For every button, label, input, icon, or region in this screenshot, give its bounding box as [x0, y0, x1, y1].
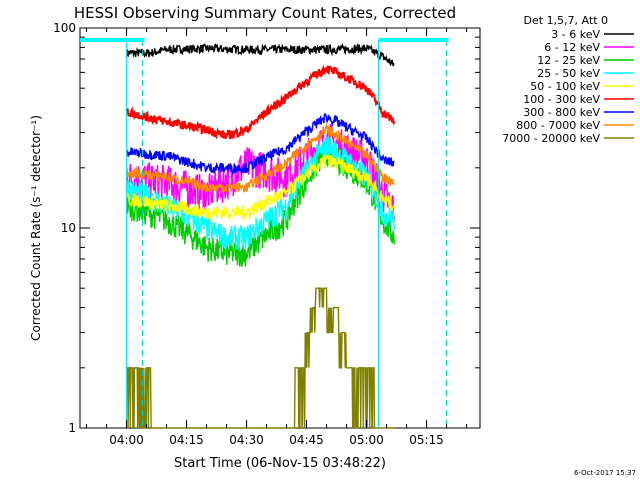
y-tick-label-2: 100: [53, 21, 76, 35]
x-tick-label-0: 04:00: [109, 433, 144, 447]
time-markers: [80, 38, 449, 428]
legend-title: Det 1,5,7, Att 0: [524, 14, 608, 27]
legend-label-2: 12 - 25 keV: [537, 54, 600, 67]
x-tick-label-2: 04:30: [229, 433, 264, 447]
y-tick-label-1: 10: [61, 221, 76, 235]
legend-label-0: 3 - 6 keV: [551, 28, 600, 41]
x-tick-label-4: 05:00: [349, 433, 384, 447]
axes: 04:00 04:15 04:30 04:45 05:00 05:15 1 10 100: [53, 21, 480, 447]
chart-title: HESSI Observing Summary Count Rates, Cor…: [74, 4, 456, 22]
legend-label-7: 800 - 7000 keV: [516, 119, 600, 132]
legend-label-6: 300 - 800 keV: [523, 106, 600, 119]
y-tick-label-0: 1: [68, 421, 76, 435]
legend-label-5: 100 - 300 keV: [523, 93, 600, 106]
x-tick-label-1: 04:15: [169, 433, 204, 447]
series-layer: [125, 42, 396, 429]
series-line-7: [126, 122, 395, 194]
series-line-6: [125, 112, 395, 176]
series-line-4: [125, 153, 395, 223]
x-tick-label-5: 05:15: [409, 433, 444, 447]
x-axis-label: Start Time (06-Nov-15 03:48:22): [174, 456, 386, 471]
series-line-8: [126, 287, 395, 429]
x-tick-label-3: 04:45: [289, 433, 324, 447]
series-line-0: [125, 42, 395, 67]
legend-label-4: 50 - 100 keV: [530, 80, 600, 93]
legend-label-1: 6 - 12 keV: [544, 41, 600, 54]
legend-label-3: 25 - 50 keV: [537, 67, 600, 80]
y-axis-label: Corrected Count Rate (s⁻¹ detector⁻¹): [29, 115, 43, 341]
legend-label-8: 7000 - 20000 keV: [502, 132, 600, 145]
timestamp: 6-Oct-2017 15:37: [574, 469, 636, 477]
series-line-5: [125, 64, 396, 140]
series-line-3: [125, 136, 395, 251]
